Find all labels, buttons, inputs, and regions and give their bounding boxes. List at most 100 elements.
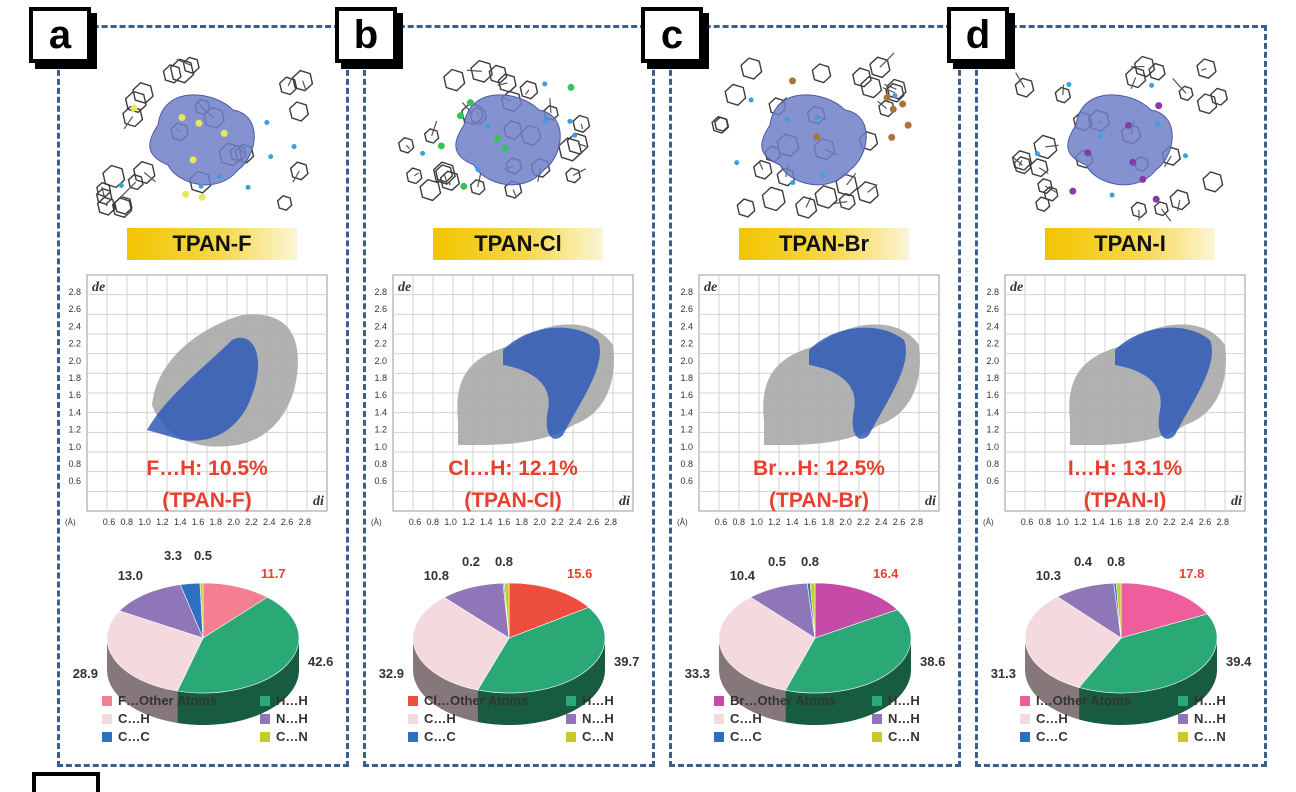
compound-label: (TPAN-F) <box>162 489 251 512</box>
legend-swatch <box>408 732 418 742</box>
legend-swatch <box>1020 714 1030 724</box>
legend-label: F…Other Atoms <box>118 693 217 708</box>
bond <box>513 190 516 198</box>
x-tick-label: 1.0 <box>444 517 457 527</box>
phenyl-ring <box>741 58 762 79</box>
phenyl-ring <box>293 71 313 91</box>
halogen-atom <box>1153 196 1160 203</box>
y-tick-label: 2.0 <box>680 356 693 366</box>
y-tick-label: 2.8 <box>68 287 81 297</box>
y-tick-label: 2.2 <box>68 339 81 349</box>
legend-label: C…N <box>888 729 920 744</box>
bond <box>432 121 437 136</box>
y-tick-label: 2.6 <box>986 304 999 314</box>
pie-value-label: 28.9 <box>73 666 98 681</box>
compound-label: (TPAN-I) <box>1084 489 1166 512</box>
y-tick-label: 1.8 <box>374 373 387 383</box>
x-tick-label: 2.0 <box>227 517 240 527</box>
halogen-atom <box>501 145 508 152</box>
phenyl-ring <box>812 64 830 83</box>
hirshfeld-surface <box>150 95 254 185</box>
legend-swatch <box>1020 696 1030 706</box>
x-tick-label: 2.0 <box>1145 517 1158 527</box>
next-panel-label-box <box>32 772 100 792</box>
nitrogen-atom <box>217 174 222 179</box>
pie-value-label: 38.6 <box>920 654 945 669</box>
pie-value-label: 0.4 <box>1074 554 1093 569</box>
x-tick-label: 2.0 <box>533 517 546 527</box>
y-axis-label: de <box>1010 280 1023 295</box>
x-tick-label: 1.2 <box>1074 517 1087 527</box>
y-tick-label: 2.0 <box>986 356 999 366</box>
pie-value-label: 33.3 <box>685 666 710 681</box>
bond <box>550 98 551 113</box>
halogen-atom <box>494 136 501 143</box>
phenyl-ring <box>133 83 153 103</box>
nitrogen-atom <box>542 81 547 86</box>
phenyl-ring <box>171 59 194 82</box>
legend-label: C…C <box>1036 729 1068 744</box>
bond <box>406 145 409 148</box>
bond <box>1063 85 1064 95</box>
x-tick-label: 2.6 <box>1199 517 1212 527</box>
legend-label: H…H <box>888 693 920 708</box>
bond <box>759 161 763 169</box>
y-tick-label: 2.2 <box>986 339 999 349</box>
halogen-atom <box>1069 188 1076 195</box>
nitrogen-atom <box>199 184 204 189</box>
y-axis-label: de <box>92 280 105 295</box>
phenyl-ring <box>1170 190 1189 209</box>
y-tick-label: 2.6 <box>680 304 693 314</box>
x-tick-label: 1.0 <box>750 517 763 527</box>
y-tick-label: 0.8 <box>986 459 999 469</box>
halogen-atom <box>438 142 445 149</box>
legend-swatch <box>566 696 576 706</box>
nitrogen-atom <box>790 180 795 185</box>
bond <box>414 173 418 176</box>
x-tick-label: 1.8 <box>210 517 223 527</box>
pie-value-label: 39.7 <box>614 654 639 669</box>
compound-label: (TPAN-Br) <box>769 489 869 512</box>
legend-swatch <box>102 714 112 724</box>
nitrogen-atom <box>264 120 269 125</box>
x-tick-label: 1.4 <box>1092 517 1105 527</box>
legend-label: N…H <box>276 711 308 726</box>
nitrogen-atom <box>1066 82 1071 87</box>
nitrogen-atom <box>785 117 790 122</box>
y-tick-label: 0.8 <box>374 459 387 469</box>
halogen-atom <box>199 194 206 201</box>
legend-swatch <box>714 714 724 724</box>
halogen-atom <box>1129 159 1136 166</box>
x-tick-label: 2.6 <box>587 517 600 527</box>
hirshfeld-surface <box>762 95 866 185</box>
pie-value-label: 11.7 <box>261 566 286 581</box>
y-tick-label: 1.8 <box>986 373 999 383</box>
contact-percentage: Cl…H: 12.1% <box>448 457 578 480</box>
pie-value-label: 13.0 <box>118 568 143 583</box>
nitrogen-atom <box>420 151 425 156</box>
y-tick-label: 2.0 <box>68 356 81 366</box>
nitrogen-atom <box>734 160 739 165</box>
phenyl-ring <box>134 162 155 184</box>
legend-swatch <box>260 696 270 706</box>
nitrogen-atom <box>1155 122 1160 127</box>
legend-label: H…H <box>1194 693 1226 708</box>
legend-swatch <box>872 696 882 706</box>
legend-swatch <box>566 714 576 724</box>
legend-swatch <box>714 696 724 706</box>
y-tick-label: 0.6 <box>374 476 387 486</box>
phenyl-ring <box>566 168 580 183</box>
pie-value-label: 3.3 <box>164 548 182 563</box>
halogen-atom <box>905 122 912 129</box>
y-tick-label: 2.4 <box>680 321 693 331</box>
pie-value-label: 15.6 <box>567 566 592 581</box>
x-tick-label: 2.4 <box>569 517 582 527</box>
x-tick-label: 1.6 <box>498 517 511 527</box>
y-tick-label: 2.6 <box>68 304 81 314</box>
y-tick-label: 1.2 <box>680 425 693 435</box>
x-axis-label: di <box>1231 494 1242 509</box>
legend-swatch <box>260 732 270 742</box>
